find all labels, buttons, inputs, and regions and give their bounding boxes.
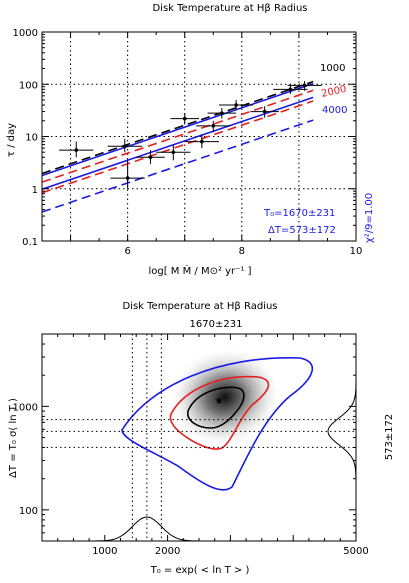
bottom-x-axis-label: T₀ = exp( < ln T > ) bbox=[150, 565, 250, 576]
top-lines bbox=[41, 80, 314, 213]
top-y-axis-label: τ / day bbox=[6, 123, 17, 157]
top-chart-title: Disk Temperature at Hβ Radius bbox=[152, 3, 307, 14]
y-tick-label: 100 bbox=[19, 80, 38, 91]
data-point bbox=[170, 113, 199, 125]
best-fit-star-icon: ★ bbox=[215, 396, 224, 407]
data-marker bbox=[148, 155, 153, 160]
top-points bbox=[59, 81, 322, 189]
data-point bbox=[136, 150, 165, 164]
bottom-panel: Disk Temperature at Hβ Radius 1670±231 ★… bbox=[8, 301, 395, 576]
data-point bbox=[287, 81, 322, 91]
data-marker bbox=[211, 124, 216, 128]
inner-contour bbox=[187, 386, 245, 429]
y-tick-label: 0.1 bbox=[22, 237, 38, 248]
data-point bbox=[250, 106, 279, 118]
data-point bbox=[273, 84, 308, 95]
top-panel: Disk Temperature at Hβ Radius 6 8 10 0.1 1 10… bbox=[6, 3, 375, 277]
data-marker bbox=[288, 87, 293, 92]
model-line bbox=[41, 119, 314, 213]
data-point bbox=[218, 99, 254, 111]
model-line bbox=[41, 80, 314, 175]
data-marker bbox=[182, 116, 187, 121]
data-marker bbox=[302, 83, 307, 88]
x-tick-label: 10 bbox=[350, 246, 363, 257]
data-marker bbox=[234, 103, 238, 107]
bottom-y-axis-label: ΔT = T₀ σ( ln T ) bbox=[8, 398, 19, 478]
data-marker bbox=[125, 176, 130, 180]
bottom-chart-title: Disk Temperature at Hβ Radius bbox=[122, 301, 277, 312]
model-label-1000: 1000 bbox=[320, 63, 345, 74]
data-point bbox=[107, 138, 142, 153]
data-point bbox=[184, 134, 219, 149]
fit-line bbox=[41, 82, 314, 177]
t0-interval-label: 1670±231 bbox=[190, 319, 243, 330]
x-tick-label: 1000 bbox=[92, 546, 117, 557]
y-tick-label: 100 bbox=[19, 506, 38, 517]
model-line bbox=[41, 100, 314, 194]
model-label-4000: 4000 bbox=[322, 105, 347, 116]
x-tick-label: 8 bbox=[239, 246, 245, 257]
density-shading bbox=[170, 348, 280, 446]
fit-line bbox=[41, 96, 314, 190]
dt-marginal-histogram bbox=[327, 334, 357, 541]
x-tick-label: 5000 bbox=[343, 546, 368, 557]
data-marker bbox=[122, 144, 127, 149]
data-marker bbox=[200, 139, 204, 144]
top-x-axis-label: log[ M Ṁ / M⊙² yr⁻¹ ] bbox=[148, 264, 251, 277]
top-axis-ticks: 6 8 10 0.1 1 10 100 1000 bbox=[13, 28, 363, 257]
data-point bbox=[207, 108, 237, 119]
x-tick-label: 2000 bbox=[155, 546, 180, 557]
middle-contour bbox=[169, 375, 270, 450]
bottom-axis-ticks: 1000 2000 5000 100 1000 bbox=[13, 333, 369, 557]
data-marker bbox=[171, 150, 176, 155]
y-tick-label: 1000 bbox=[13, 28, 38, 39]
data-marker bbox=[220, 111, 224, 115]
data-marker bbox=[262, 109, 267, 114]
model-label-2000: 2000 bbox=[320, 84, 347, 100]
x-tick-label: 6 bbox=[124, 246, 130, 257]
data-point bbox=[156, 144, 191, 161]
fit-line bbox=[41, 89, 314, 183]
bottom-grid bbox=[42, 334, 356, 541]
dt-interval-label: 573±172 bbox=[384, 414, 395, 461]
t0-annotation: T₀=1670±231 bbox=[263, 208, 335, 219]
data-point bbox=[59, 141, 94, 158]
data-marker bbox=[74, 148, 79, 152]
y-tick-label: 1000 bbox=[13, 402, 38, 413]
data-point bbox=[196, 120, 231, 133]
chi2-annotation: χ²/9=1.00 bbox=[364, 193, 375, 243]
data-point bbox=[110, 160, 145, 189]
y-tick-label: 1 bbox=[32, 185, 38, 196]
y-tick-label: 10 bbox=[25, 133, 38, 144]
t0-marginal-histogram bbox=[42, 516, 356, 542]
outer-contour bbox=[121, 357, 314, 491]
dt-annotation: ΔT=573±172 bbox=[268, 225, 336, 236]
